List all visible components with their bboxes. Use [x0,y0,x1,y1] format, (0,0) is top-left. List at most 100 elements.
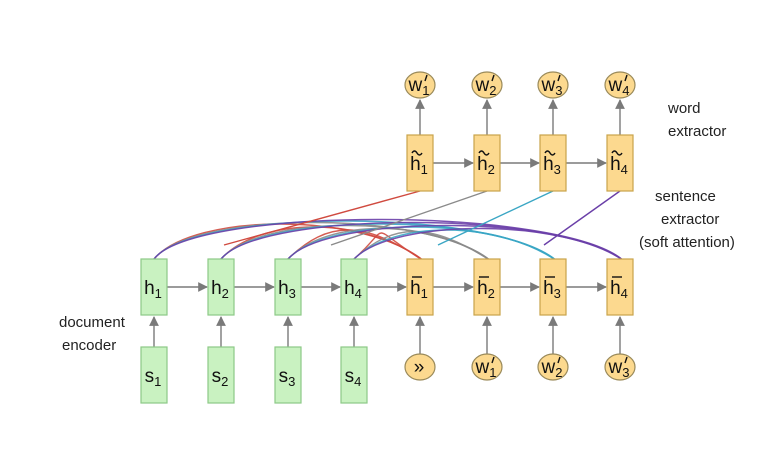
word-output-4-shape [604,71,636,99]
sentence-hidden-4: h4 [606,258,634,316]
encoder-input-1-sub: 1 [154,374,161,389]
encoder-hidden-4-sub: 4 [355,286,362,301]
word-hidden-2-label: h2 [477,154,495,177]
word-hidden-1-base: h [410,154,421,175]
word-output-4: w4 [604,71,636,99]
encoder-hidden-1: h1 [140,258,168,316]
attention-curve-13 [353,232,425,262]
word-output-3: w3 [537,71,569,99]
word-output-4-sub: 4 [622,83,629,98]
encoder-input-4-label: s4 [345,366,362,389]
word-hidden-4-tilde-accent [611,150,623,156]
encoder-hidden-4: h4 [340,258,368,316]
word-hidden-2-base: h [477,154,488,175]
word-hidden-2: h2 [473,134,501,192]
sentence-hidden-3-sub: 3 [554,286,561,301]
word-output-4-label: w4 [608,75,630,98]
word-output-2-base: w [475,75,490,96]
encoder-input-4-shape [340,346,368,404]
encoder-hidden-4-shape [340,258,368,316]
sentence-input-2-sub: 1 [489,365,496,380]
encoder-input-3-label: s3 [279,366,296,389]
encoder-input-1-shape [140,346,168,404]
word-hidden-1-sub: 1 [421,162,428,177]
attention-curve-5 [220,226,425,262]
attention-curve-10 [287,227,492,262]
encoder-input-2-base: s [212,366,222,387]
encoder-hidden-1-sub: 1 [155,286,162,301]
encoder-input-4-base: s [345,366,355,387]
word-output-2-label: w2 [475,75,497,98]
encoder-input-3-sub: 3 [288,374,295,389]
attention-curve-8 [220,221,625,262]
sentence-hidden-2-shape [473,258,501,316]
word-output-2: w2 [471,71,503,99]
sentence-input-4-prime-accent [624,356,628,364]
word-output-2-shape [471,71,503,99]
encoder-hidden-1-label: h1 [144,278,162,301]
sentence-hidden-4-base: h [610,278,621,299]
encoder-hidden-1-base: h [144,278,155,299]
sentence-hidden-4-shape [606,258,634,316]
word-output-1-shape [404,71,436,99]
encoder-input-2-label: s2 [212,366,229,389]
sentence-input-1: » [404,353,436,381]
sentence-input-3: w2 [537,353,569,381]
sentence-hidden-3-shape [539,258,567,316]
word-output-3-base: w [541,75,556,96]
sentence-input-3-shape [537,353,569,381]
encoder-hidden-3: h3 [274,258,302,316]
word-hidden-4-shape [606,134,634,192]
attention-curves [153,190,625,262]
encoder-input-4-sub: 4 [354,374,361,389]
word-hidden-2-tilde-accent [478,150,490,156]
sentence-input-4-sub: 3 [622,365,629,380]
sentence-hidden-4-sub: 4 [621,286,628,301]
encoder-hidden-3-base: h [278,278,289,299]
encoder-hidden-3-label: h3 [278,278,296,301]
word-hidden-3: h3 [539,134,567,192]
sentence-extractor-label-line3: (soft attention) [639,234,735,251]
word-output-4-prime-accent [624,74,628,82]
sentence-input-1-base: » [414,357,425,378]
attention-curve-16 [353,227,625,262]
sentence-input-3-base: w [541,357,556,378]
sentence-hidden-1-sub: 1 [421,286,428,301]
word-hidden-4-sub: 4 [621,162,628,177]
word-extractor-label-line2: extractor [668,123,726,140]
encoder-hidden-4-label: h4 [344,278,362,301]
word-to-sentence-link-3 [437,190,554,246]
sentence-hidden-3-label: h3 [543,278,561,301]
word-hidden-4-label: h4 [610,154,628,177]
encoder-input-1-label: s1 [145,366,162,389]
sentence-hidden-3-base: h [543,278,554,299]
word-hidden-3-tilde-accent [544,150,556,156]
sentence-extractor-label-line1: sentence [655,188,716,205]
document-encoder-label-line2: encoder [62,337,116,354]
sentence-input-4-label: w3 [608,357,630,380]
word-extractor-label-line1: word [667,100,701,117]
word-hidden-1: h1 [406,134,434,192]
word-output-4-base: w [608,75,623,96]
encoder-input-3: s3 [274,346,302,404]
encoder-input-4: s4 [340,346,368,404]
sentence-hidden-2: h2 [473,258,501,316]
sentence-hidden-1-shape [406,258,434,316]
encoder-input-2-shape [207,346,235,404]
word-hidden-2-sub: 2 [488,162,495,177]
word-hidden-3-sub: 3 [554,162,561,177]
word-output-3-prime-accent [557,74,561,82]
word-hidden-4: h4 [606,134,634,192]
sentence-input-1-shape [404,353,436,381]
sentence-hidden-2-sub: 2 [488,286,495,301]
sentence-input-2-label: w1 [475,357,497,380]
word-hidden-3-shape [539,134,567,192]
word-output-3-label: w3 [541,75,563,98]
encoder-input-1: s1 [140,346,168,404]
word-to-sentence-link-1 [223,190,421,246]
word-output-2-sub: 2 [489,83,496,98]
word-hidden-4-base: h [610,154,621,175]
encoder-hidden-4-base: h [344,278,355,299]
encoder-hidden-2: h2 [207,258,235,316]
